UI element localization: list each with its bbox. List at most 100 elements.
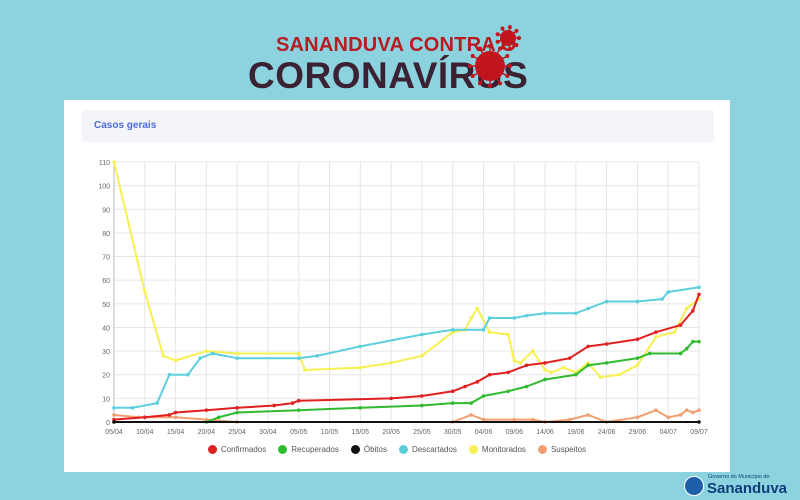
data-point-monitorados[interactable] <box>389 361 393 365</box>
data-point-monitorados[interactable] <box>303 368 307 372</box>
data-point-descartados[interactable] <box>524 313 529 318</box>
data-point-descartados[interactable] <box>235 356 239 360</box>
data-point-recuperados[interactable] <box>684 346 689 351</box>
legend-item-obitos[interactable]: Óbitos <box>350 442 387 456</box>
data-point-confirmados[interactable] <box>389 396 393 401</box>
data-point-confirmados[interactable] <box>524 363 529 368</box>
data-point-confirmados[interactable] <box>586 344 590 349</box>
data-point-monitorados[interactable] <box>598 375 603 379</box>
data-point-recuperados[interactable] <box>450 401 455 405</box>
data-point-confirmados[interactable] <box>506 370 510 375</box>
data-point-recuperados[interactable] <box>574 372 578 377</box>
data-point-recuperados[interactable] <box>604 361 609 365</box>
data-point-monitorados[interactable] <box>530 349 535 353</box>
data-point-descartados[interactable] <box>315 354 320 358</box>
data-point-monitorados[interactable] <box>235 351 239 356</box>
data-point-suspeitos[interactable] <box>678 413 683 417</box>
data-point-descartados[interactable] <box>635 299 640 304</box>
data-point-descartados[interactable] <box>155 401 159 405</box>
data-point-obitos[interactable] <box>112 420 116 424</box>
data-point-recuperados[interactable] <box>697 339 701 344</box>
data-point-descartados[interactable] <box>543 311 547 316</box>
data-point-monitorados[interactable] <box>142 290 147 294</box>
data-point-suspeitos[interactable] <box>512 417 517 422</box>
data-point-confirmados[interactable] <box>487 372 492 377</box>
legend-item-descartados[interactable]: Descartados <box>398 442 457 456</box>
data-point-confirmados[interactable] <box>420 394 424 398</box>
data-point-recuperados[interactable] <box>296 408 301 412</box>
data-point-confirmados[interactable] <box>697 292 701 297</box>
data-point-descartados[interactable] <box>210 351 215 356</box>
data-point-descartados[interactable] <box>167 372 172 377</box>
data-point-monitorados[interactable] <box>475 306 480 311</box>
data-point-monitorados[interactable] <box>161 354 166 358</box>
data-point-monitorados[interactable] <box>420 354 424 358</box>
data-point-recuperados[interactable] <box>235 410 239 415</box>
data-point-suspeitos[interactable] <box>567 417 572 422</box>
data-point-recuperados[interactable] <box>691 339 695 344</box>
data-point-suspeitos[interactable] <box>112 413 116 417</box>
data-point-suspeitos[interactable] <box>697 408 701 412</box>
data-point-descartados[interactable] <box>487 316 492 320</box>
data-point-confirmados[interactable] <box>173 410 178 415</box>
legend-item-confirmados[interactable]: Confirmados <box>207 442 266 456</box>
data-point-descartados[interactable] <box>186 372 190 377</box>
data-point-recuperados[interactable] <box>647 351 652 356</box>
data-point-monitorados[interactable] <box>617 372 621 377</box>
data-point-descartados[interactable] <box>112 406 116 410</box>
data-point-confirmados[interactable] <box>296 398 301 403</box>
data-point-monitorados[interactable] <box>684 306 689 311</box>
data-point-descartados[interactable] <box>660 297 664 301</box>
data-point-descartados[interactable] <box>666 290 671 294</box>
data-point-confirmados[interactable] <box>204 408 209 412</box>
data-point-descartados[interactable] <box>296 356 301 360</box>
data-point-suspeitos[interactable] <box>530 417 535 422</box>
data-point-descartados[interactable] <box>512 316 517 320</box>
data-point-confirmados[interactable] <box>543 361 547 365</box>
data-point-descartados[interactable] <box>420 332 424 337</box>
data-point-recuperados[interactable] <box>481 394 486 398</box>
data-point-suspeitos[interactable] <box>635 415 640 420</box>
data-point-confirmados[interactable] <box>604 342 609 346</box>
data-point-monitorados[interactable] <box>654 335 658 339</box>
data-point-recuperados[interactable] <box>358 406 363 410</box>
data-point-monitorados[interactable] <box>112 160 116 164</box>
data-point-descartados[interactable] <box>604 299 609 304</box>
data-point-monitorados[interactable] <box>635 363 640 368</box>
data-point-monitorados[interactable] <box>469 316 473 320</box>
data-point-suspeitos[interactable] <box>469 413 473 417</box>
data-point-monitorados[interactable] <box>358 365 363 370</box>
data-point-suspeitos[interactable] <box>654 408 658 412</box>
data-point-monitorados[interactable] <box>512 358 517 363</box>
data-point-recuperados[interactable] <box>420 403 424 408</box>
data-point-monitorados[interactable] <box>487 330 492 334</box>
data-point-suspeitos[interactable] <box>691 410 695 415</box>
data-point-confirmados[interactable] <box>635 337 640 342</box>
data-point-confirmados[interactable] <box>235 406 239 410</box>
data-point-suspeitos[interactable] <box>481 417 486 422</box>
data-point-descartados[interactable] <box>358 344 363 349</box>
data-point-descartados[interactable] <box>130 406 135 410</box>
data-point-monitorados[interactable] <box>561 365 566 370</box>
data-point-obitos[interactable] <box>697 420 701 424</box>
legend-item-recuperados[interactable]: Recuperados <box>278 442 339 456</box>
data-point-descartados[interactable] <box>198 356 203 360</box>
data-point-confirmados[interactable] <box>450 389 455 394</box>
data-point-recuperados[interactable] <box>216 415 221 420</box>
data-point-recuperados[interactable] <box>469 401 473 405</box>
data-point-recuperados[interactable] <box>543 377 547 382</box>
data-point-confirmados[interactable] <box>475 380 480 384</box>
data-point-descartados[interactable] <box>697 285 701 290</box>
legend-item-monitorados[interactable]: Monitorados <box>468 442 526 456</box>
data-point-confirmados[interactable] <box>654 330 658 334</box>
data-point-descartados[interactable] <box>450 328 455 332</box>
data-point-suspeitos[interactable] <box>586 413 590 417</box>
data-point-confirmados[interactable] <box>567 356 572 360</box>
data-point-monitorados[interactable] <box>296 351 301 356</box>
data-point-monitorados[interactable] <box>543 368 547 372</box>
data-point-confirmados[interactable] <box>167 413 172 417</box>
data-point-monitorados[interactable] <box>518 361 523 365</box>
data-point-monitorados[interactable] <box>672 330 677 334</box>
data-point-recuperados[interactable] <box>506 389 510 394</box>
data-point-descartados[interactable] <box>574 311 578 316</box>
